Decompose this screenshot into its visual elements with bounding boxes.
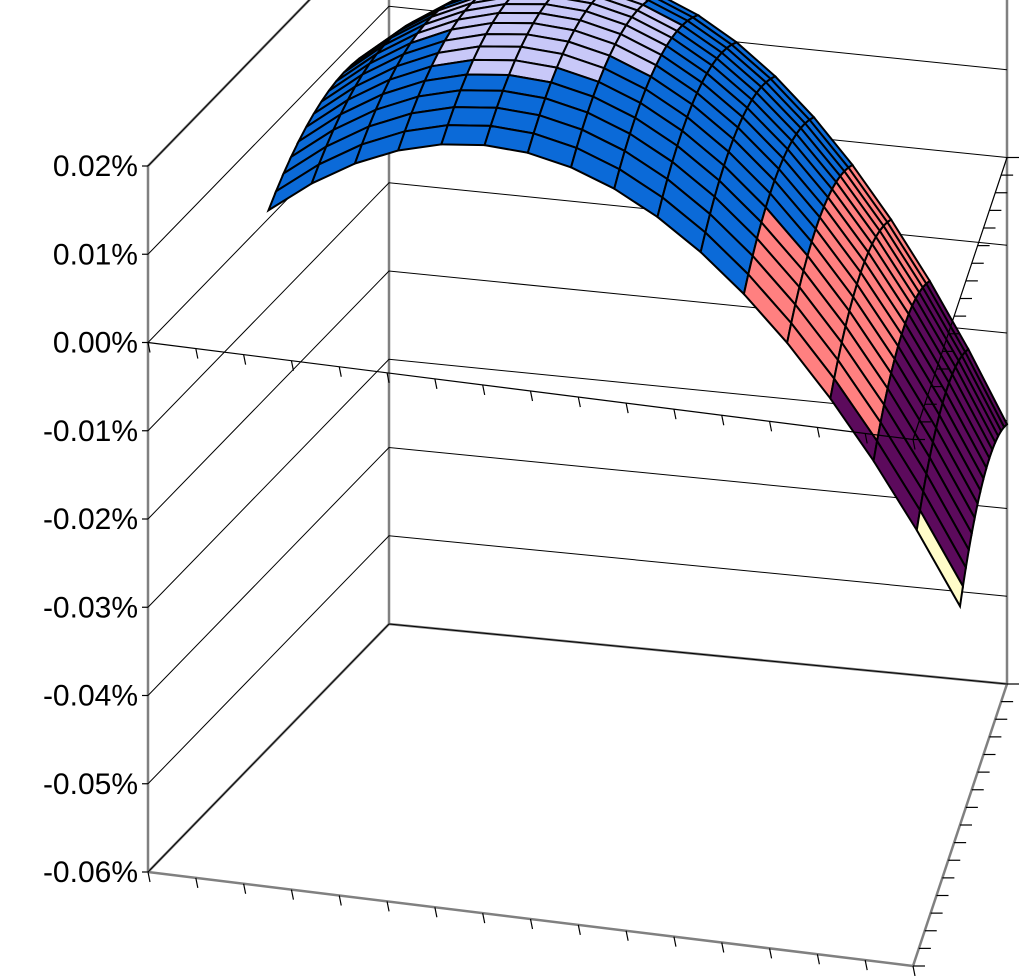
surface-cell <box>459 73 511 92</box>
surface-cell <box>478 33 529 48</box>
zero-plane-x-tick <box>434 378 438 389</box>
z-tick-label: -0.03% <box>43 591 138 624</box>
zero-plane-right-line <box>912 157 1008 440</box>
axis-ticks <box>142 156 1019 976</box>
zero-plane-x-tick <box>147 342 151 353</box>
zero-plane-x-tick <box>673 409 677 420</box>
x-tick-mark <box>864 960 868 971</box>
x-tick-mark <box>625 930 629 941</box>
surface-cell <box>446 106 499 127</box>
zero-plane-x-tick <box>721 415 725 426</box>
gridline <box>147 535 1008 785</box>
x-tick-mark <box>147 871 151 883</box>
z-tick-label: 0.01% <box>53 238 138 271</box>
z-tick-label: -0.06% <box>43 856 138 889</box>
gridline <box>147 5 1008 255</box>
x-tick-mark <box>529 918 534 930</box>
x-tick-mark <box>912 965 916 976</box>
zero-plane-x-tick <box>529 390 534 402</box>
zero-plane-x-tick <box>577 396 581 408</box>
surface-cell <box>490 11 542 25</box>
surface-cell <box>452 89 505 109</box>
zero-plane-x-tick <box>768 421 773 432</box>
z-tick-label: -0.02% <box>43 503 138 536</box>
zero-plane-x-tick <box>482 384 486 396</box>
surface-cell <box>496 3 548 15</box>
x-tick-mark <box>386 901 390 912</box>
x-tick-mark <box>816 954 820 965</box>
gridline <box>147 446 1008 696</box>
surface-cell <box>915 507 964 610</box>
surface-mesh <box>266 0 1009 610</box>
zero-plane-x-tick <box>864 433 868 444</box>
z-axis-tick-labels: 0.02% 0.01% 0.00% -0.01% -0.02% -0.03% -0.04% -… <box>43 150 138 889</box>
zero-plane-x-tick <box>912 439 916 450</box>
gridline <box>147 623 1008 873</box>
zero-plane-x-tick <box>195 348 199 359</box>
surface-cell <box>465 58 517 76</box>
zero-plane-x-tick <box>243 354 247 365</box>
z-tick-label: 0.02% <box>53 150 138 183</box>
gridline <box>147 358 1008 608</box>
x-tick-mark <box>673 936 677 947</box>
zero-plane-x-tick <box>625 403 629 414</box>
x-tick-mark <box>338 895 342 906</box>
zero-plane-x-tick <box>290 360 295 371</box>
surface-cell <box>439 124 493 147</box>
zero-plane-x-tick <box>338 366 342 377</box>
x-tick-mark <box>243 883 247 894</box>
z-tick-label: -0.05% <box>43 768 138 801</box>
surface-cell <box>484 21 536 36</box>
zero-plane-front-line <box>147 341 914 441</box>
x-tick-mark <box>482 913 486 924</box>
x-tick-mark <box>290 889 295 900</box>
zero-plane-x-tick <box>816 427 820 438</box>
x-tick-mark <box>195 877 199 888</box>
x-tick-mark <box>434 907 438 918</box>
gridline <box>147 0 311 167</box>
x-tick-mark <box>577 924 581 935</box>
z-tick-label: 0.00% <box>53 327 138 360</box>
x-tick-mark <box>721 942 725 953</box>
surface-cell <box>471 45 523 62</box>
z-tick-label: -0.04% <box>43 680 138 713</box>
z-tick-label: -0.01% <box>43 415 138 448</box>
x-tick-mark <box>768 948 773 959</box>
zero-plane-x-tick <box>386 372 390 383</box>
wall-frame-floor-back <box>147 622 1008 873</box>
